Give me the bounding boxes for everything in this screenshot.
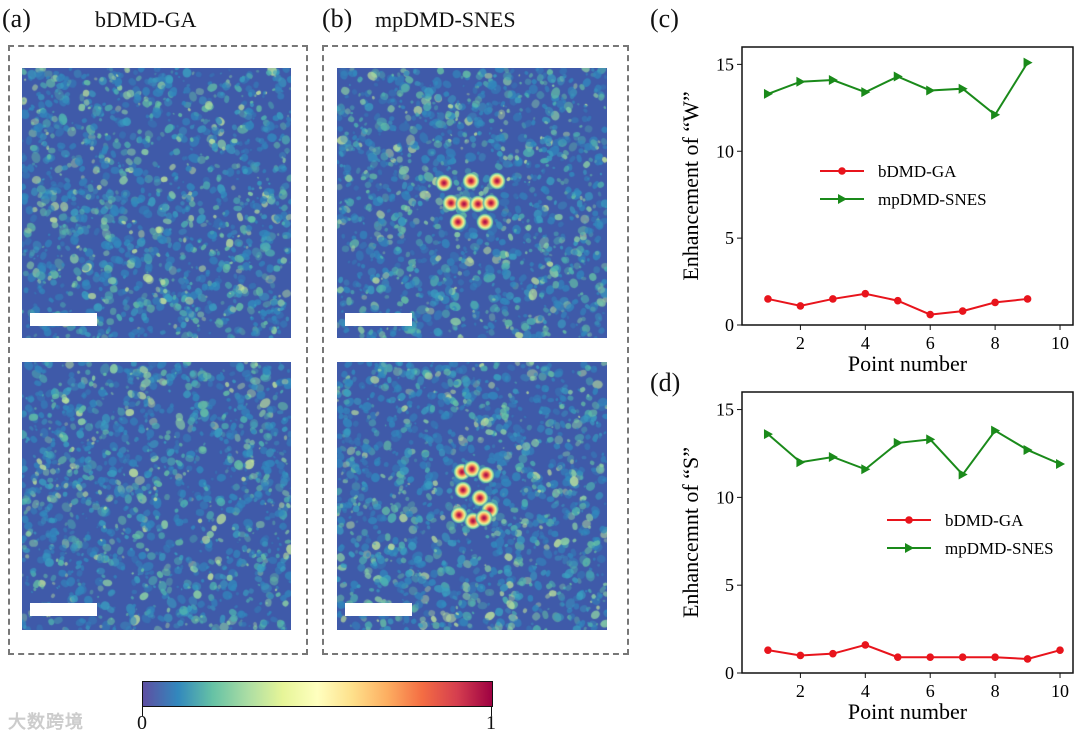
data-point [861, 87, 871, 98]
data-point [926, 434, 936, 445]
data-point [763, 88, 773, 99]
data-point [958, 653, 967, 661]
y-tick-label: 15 [716, 54, 734, 74]
x-tick-label: 6 [926, 333, 935, 353]
scale-bar [345, 313, 412, 326]
data-point [905, 516, 913, 524]
data-point [829, 649, 837, 658]
data-point [926, 653, 935, 661]
x-tick-label: 2 [796, 681, 805, 701]
data-point [796, 651, 805, 660]
y-tick-label: 5 [725, 228, 734, 248]
panel-c-label: (c) [650, 4, 679, 33]
data-point [926, 85, 936, 96]
data-point [861, 464, 871, 475]
watermark: 大数跨境 [8, 712, 84, 733]
data-point [828, 451, 838, 462]
data-point [796, 457, 806, 468]
legend-label: bDMD-GA [945, 511, 1024, 530]
y-axis-label: Enhancemnt of “S” [678, 447, 703, 618]
data-point [893, 71, 903, 82]
data-point [763, 429, 773, 440]
data-point [1056, 646, 1064, 654]
series-line-bdmd-ga [767, 643, 1061, 660]
colorbar-tick [142, 706, 143, 716]
x-tick-label: 4 [861, 333, 870, 353]
chart-enhancement-w: 2 4 6 8 10 0 5 10 15 Point number Enhancement of “… [678, 46, 1074, 376]
panel-a-label: (a) [2, 4, 31, 33]
data-point [958, 83, 968, 94]
y-tick-label: 0 [725, 663, 734, 683]
data-point [764, 295, 772, 303]
y-tick-label: 0 [725, 315, 734, 335]
series-line-mpdmd-snes [767, 429, 1061, 477]
panel-a-title: bDMD-GA [95, 7, 197, 32]
scale-bar [345, 603, 412, 616]
data-point [991, 425, 1001, 436]
data-point [861, 289, 870, 298]
data-point [991, 298, 999, 307]
chart-enhancement-s: 2 4 6 8 10 0 5 10 15 Point number Enhancemnt of “S… [678, 391, 1074, 724]
x-tick-label: 2 [796, 333, 805, 353]
x-tick-label: 10 [1051, 333, 1069, 353]
data-point [893, 296, 902, 305]
x-tick-label: 8 [991, 333, 1000, 353]
data-point [861, 641, 870, 649]
legend-label: mpDMD-SNES [945, 539, 1054, 558]
data-point [1056, 459, 1066, 470]
data-point [764, 646, 772, 654]
heatmap-bdmd-ga-w [22, 68, 291, 338]
colorbar-max-label: 1 [486, 712, 496, 734]
panel-b-label: (b) [322, 4, 353, 33]
x-tick-label: 10 [1051, 681, 1069, 701]
colorbar [142, 681, 493, 707]
data-point [838, 194, 847, 204]
data-point [829, 295, 837, 303]
data-point [1023, 295, 1032, 303]
data-point [796, 302, 805, 310]
x-axis-label: Point number [848, 351, 968, 376]
data-point [828, 75, 838, 86]
heatmap-mpdmd-snes-w [337, 68, 607, 338]
plot-frame [741, 46, 1074, 326]
x-tick-label: 6 [926, 681, 935, 701]
data-point [926, 310, 935, 319]
panel-a-frame [8, 45, 308, 655]
panel-d-label: (d) [650, 368, 681, 397]
plot-frame [741, 391, 1074, 674]
panel-b-frame [322, 45, 629, 655]
data-point [796, 76, 806, 87]
data-point [991, 109, 1001, 120]
data-point [1023, 655, 1032, 663]
scale-bar [30, 603, 97, 616]
heatmap-mpdmd-snes-s [337, 362, 607, 630]
colorbar-min-label: 0 [137, 712, 147, 734]
legend-label: mpDMD-SNES [878, 190, 987, 209]
data-point [1023, 444, 1033, 455]
data-point [893, 653, 902, 661]
data-point [1023, 57, 1033, 68]
legend-label: bDMD-GA [878, 162, 957, 181]
y-tick-label: 15 [716, 400, 734, 420]
x-tick-label: 4 [861, 681, 870, 701]
scale-bar [30, 313, 97, 326]
heatmap-bdmd-ga-s [22, 362, 291, 630]
y-axis-label: Enhancement of “W” [678, 91, 703, 280]
x-axis-label: Point number [848, 699, 968, 724]
data-point [991, 653, 999, 661]
panel-b-title: mpDMD-SNES [375, 7, 516, 32]
data-point [905, 543, 914, 553]
y-tick-label: 5 [725, 575, 734, 595]
data-point [838, 167, 846, 175]
data-point [958, 469, 968, 480]
y-tick-label: 10 [716, 487, 734, 507]
x-tick-label: 8 [991, 681, 1000, 701]
data-point [893, 437, 903, 448]
data-point [958, 307, 967, 315]
series-line-mpdmd-snes [767, 62, 1029, 117]
colorbar-tick [491, 706, 492, 716]
y-tick-label: 10 [716, 141, 734, 161]
